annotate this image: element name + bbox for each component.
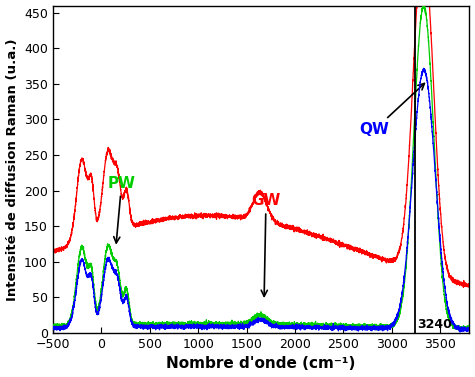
Text: PW: PW (108, 176, 136, 243)
Text: 3240: 3240 (418, 318, 453, 331)
Text: GW: GW (251, 193, 281, 296)
Text: QW: QW (360, 83, 424, 137)
X-axis label: Nombre d'onde (cm⁻¹): Nombre d'onde (cm⁻¹) (166, 356, 356, 371)
Y-axis label: Intensité de diffusion Raman (u.a.): Intensité de diffusion Raman (u.a.) (6, 38, 19, 300)
